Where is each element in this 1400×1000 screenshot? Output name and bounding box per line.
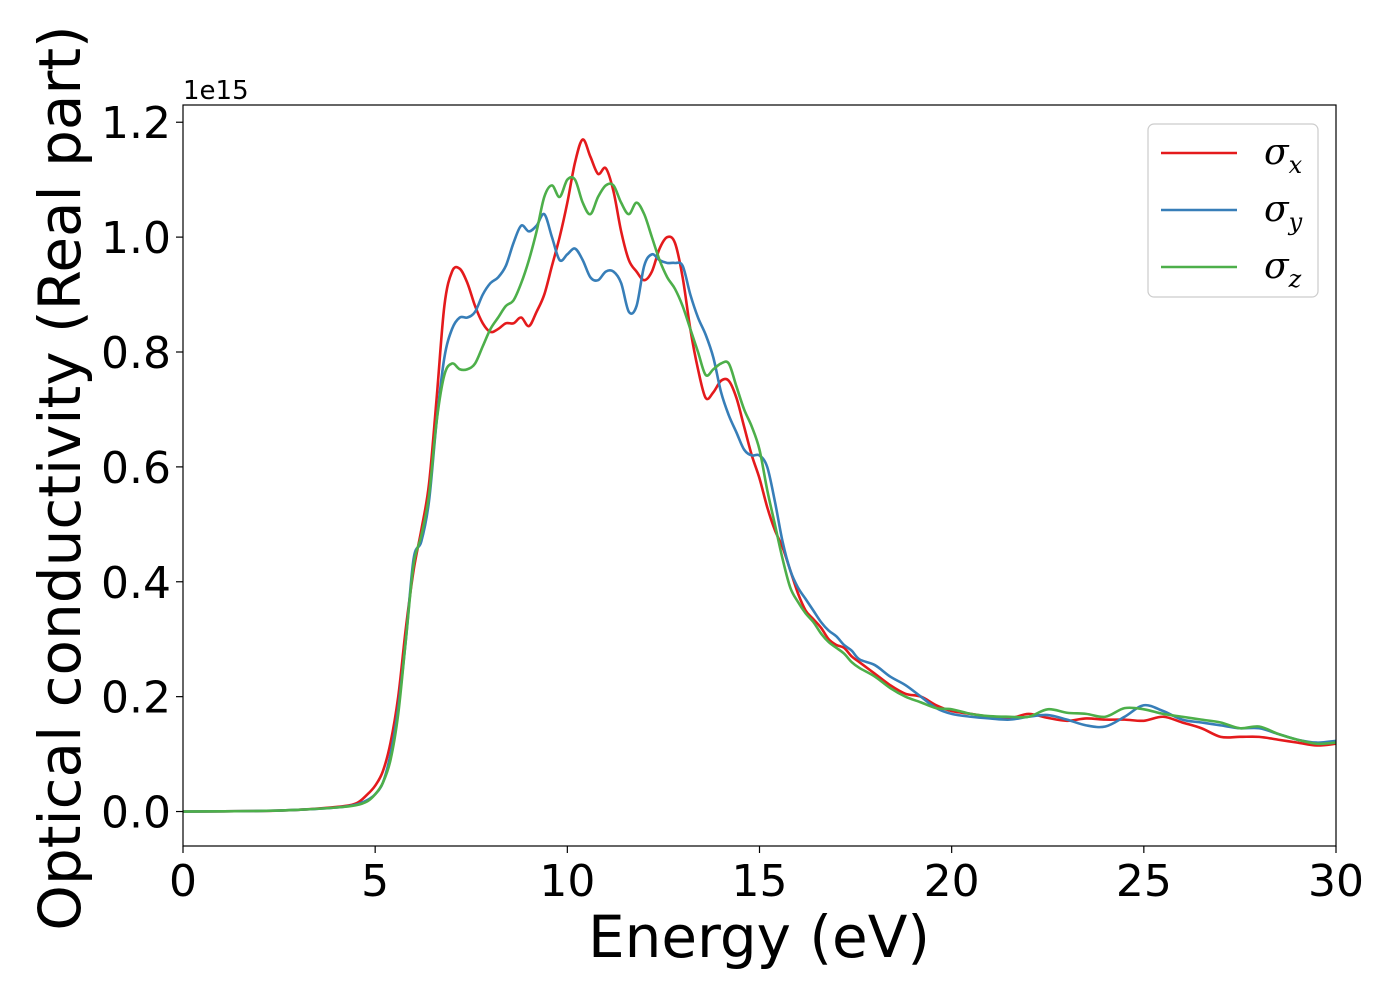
series-line-sigma-z [183,175,1336,813]
series-layer [183,138,1336,813]
x-tick-label: 10 [539,856,595,907]
y-tick-label: 0.4 [101,558,171,609]
x-tick-label: 30 [1308,856,1364,907]
y-tick-label: 0.2 [101,673,171,724]
y-tick-label: 0.6 [101,443,171,494]
y-tick-label: 0.8 [101,328,171,379]
y-axis: 0.0 0.2 0.4 0.6 0.8 1.0 1.2 [101,98,183,839]
y-tick-label: 1.0 [101,213,171,264]
x-tick-label: 20 [924,856,980,907]
y-offset-label: 1e15 [183,76,249,106]
y-axis-label: Optical conductivity (Real part) [26,25,94,930]
y-tick-label: 0.0 [101,788,171,839]
x-tick-label: 5 [361,856,389,907]
y-tick-label: 1.2 [101,98,171,149]
x-tick-label: 25 [1116,856,1172,907]
x-tick-label: 0 [169,856,197,907]
x-axis: 0 5 10 15 20 25 30 [169,846,1364,907]
x-tick-label: 15 [732,856,788,907]
x-axis-label: Energy (eV) [588,903,930,971]
